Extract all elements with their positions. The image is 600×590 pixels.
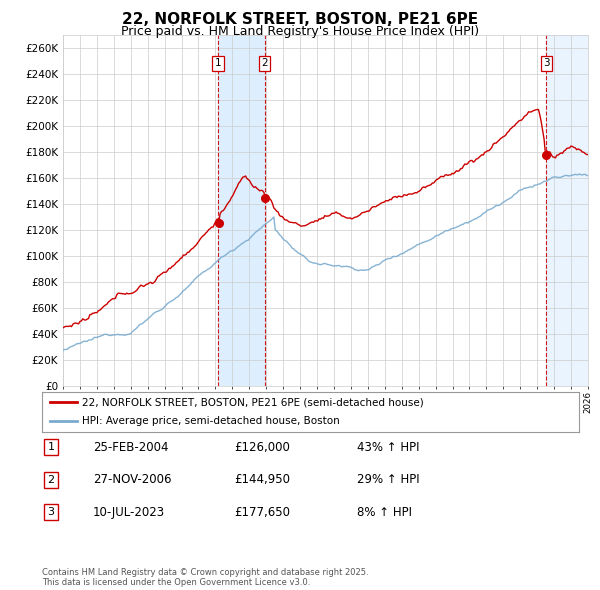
Bar	[571, 35, 588, 386]
Text: £126,000: £126,000	[234, 441, 290, 454]
Text: £177,650: £177,650	[234, 506, 290, 519]
Text: 2: 2	[47, 475, 55, 484]
Text: 22, NORFOLK STREET, BOSTON, PE21 6PE (semi-detached house): 22, NORFOLK STREET, BOSTON, PE21 6PE (se…	[82, 397, 424, 407]
Text: 43% ↑ HPI: 43% ↑ HPI	[357, 441, 419, 454]
Text: 25-FEB-2004: 25-FEB-2004	[93, 441, 169, 454]
Text: £144,950: £144,950	[234, 473, 290, 486]
Text: 2: 2	[262, 58, 268, 68]
Text: 1: 1	[215, 58, 221, 68]
Text: 22, NORFOLK STREET, BOSTON, PE21 6PE: 22, NORFOLK STREET, BOSTON, PE21 6PE	[122, 12, 478, 27]
Bar	[218, 35, 265, 386]
Text: 10-JUL-2023: 10-JUL-2023	[93, 506, 165, 519]
Text: HPI: Average price, semi-detached house, Boston: HPI: Average price, semi-detached house,…	[82, 417, 340, 427]
Text: 3: 3	[543, 58, 550, 68]
Text: 1: 1	[47, 442, 55, 452]
Text: 3: 3	[47, 507, 55, 517]
Bar	[546, 35, 588, 386]
Text: Contains HM Land Registry data © Crown copyright and database right 2025.
This d: Contains HM Land Registry data © Crown c…	[42, 568, 368, 587]
Text: 8% ↑ HPI: 8% ↑ HPI	[357, 506, 412, 519]
Text: 29% ↑ HPI: 29% ↑ HPI	[357, 473, 419, 486]
Text: 27-NOV-2006: 27-NOV-2006	[93, 473, 172, 486]
Text: Price paid vs. HM Land Registry's House Price Index (HPI): Price paid vs. HM Land Registry's House …	[121, 25, 479, 38]
